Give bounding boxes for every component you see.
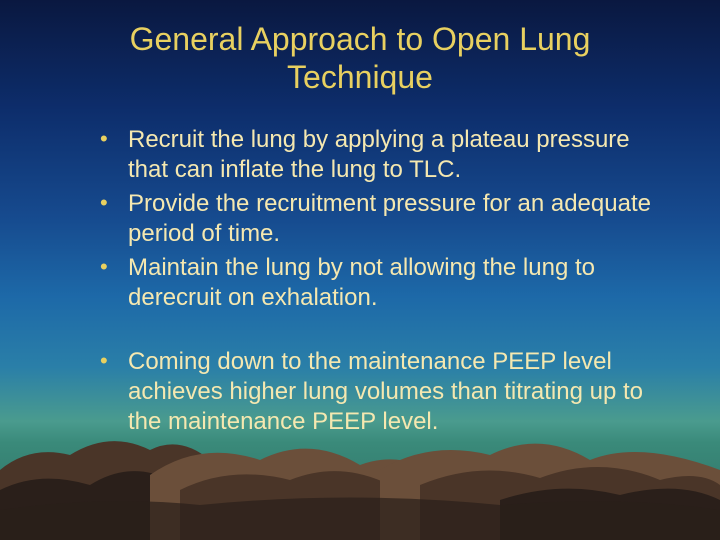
slide-content: General Approach to Open Lung Technique …: [0, 0, 720, 437]
bullet-item: Maintain the lung by not allowing the lu…: [100, 253, 660, 313]
spacer: [60, 317, 660, 347]
bullet-list-1: Recruit the lung by applying a plateau p…: [60, 125, 660, 313]
slide-title: General Approach to Open Lung Technique: [60, 20, 660, 97]
bullet-list-2: Coming down to the maintenance PEEP leve…: [60, 347, 660, 437]
bullet-item: Provide the recruitment pressure for an …: [100, 189, 660, 249]
bullet-item: Recruit the lung by applying a plateau p…: [100, 125, 660, 185]
bullet-item: Coming down to the maintenance PEEP leve…: [100, 347, 660, 437]
